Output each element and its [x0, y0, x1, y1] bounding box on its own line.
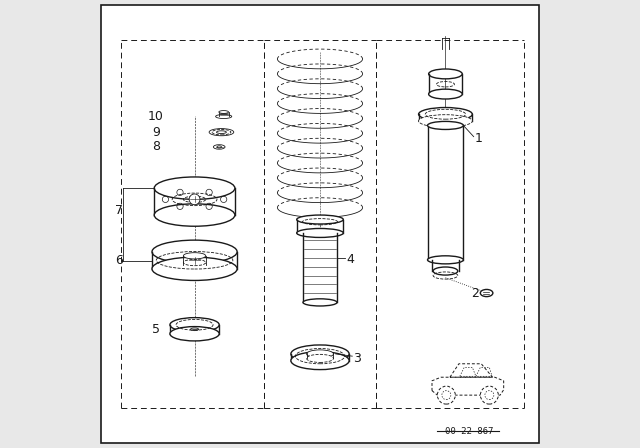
Ellipse shape: [481, 289, 493, 297]
Ellipse shape: [170, 327, 219, 341]
Text: 6: 6: [115, 254, 123, 267]
Ellipse shape: [303, 299, 337, 306]
Text: 8: 8: [152, 140, 160, 154]
Text: 4: 4: [346, 253, 354, 267]
Ellipse shape: [297, 228, 343, 237]
Ellipse shape: [307, 354, 333, 362]
Text: 3: 3: [353, 352, 361, 365]
Ellipse shape: [184, 253, 206, 259]
Text: 5: 5: [152, 323, 160, 336]
Ellipse shape: [154, 204, 235, 226]
Text: 7: 7: [115, 204, 123, 217]
Ellipse shape: [152, 257, 237, 280]
Ellipse shape: [419, 115, 472, 127]
Text: 9: 9: [152, 125, 160, 139]
Circle shape: [189, 194, 200, 205]
Ellipse shape: [428, 256, 463, 264]
Ellipse shape: [428, 121, 463, 129]
Ellipse shape: [307, 350, 333, 358]
Ellipse shape: [429, 89, 462, 99]
Ellipse shape: [291, 352, 349, 370]
Circle shape: [437, 386, 455, 404]
Ellipse shape: [216, 131, 227, 134]
Text: 10: 10: [148, 110, 163, 123]
Text: 1: 1: [475, 132, 483, 146]
Ellipse shape: [209, 129, 234, 136]
Ellipse shape: [154, 177, 235, 199]
Text: 2: 2: [472, 287, 479, 300]
Ellipse shape: [191, 328, 198, 331]
Ellipse shape: [219, 111, 228, 113]
Ellipse shape: [152, 240, 237, 263]
Text: 00 22 867: 00 22 867: [445, 427, 493, 436]
Ellipse shape: [419, 108, 472, 121]
Ellipse shape: [433, 267, 458, 275]
Ellipse shape: [291, 345, 349, 363]
Ellipse shape: [429, 69, 462, 79]
Ellipse shape: [216, 115, 232, 119]
Ellipse shape: [297, 215, 343, 224]
Circle shape: [481, 386, 499, 404]
Ellipse shape: [170, 318, 219, 332]
Ellipse shape: [213, 145, 225, 149]
